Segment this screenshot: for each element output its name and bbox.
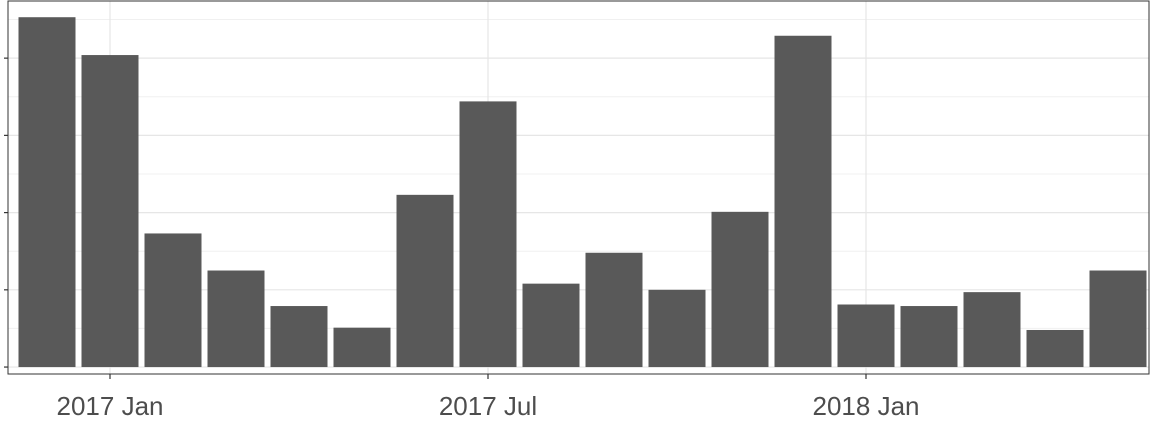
- x-tick-label: 2017 Jan: [57, 391, 164, 421]
- x-tick-label: 2017 Jul: [439, 391, 537, 421]
- bar: [711, 211, 769, 368]
- bar: [333, 327, 391, 368]
- x-tick-label: 2018 Jan: [813, 391, 920, 421]
- bar: [522, 283, 580, 368]
- bar: [144, 233, 202, 368]
- bar: [774, 35, 832, 368]
- bar: [270, 306, 328, 368]
- bar: [207, 270, 265, 368]
- bar: [837, 304, 895, 368]
- bars: [18, 17, 1147, 368]
- bar: [1026, 329, 1084, 368]
- bar: [459, 101, 517, 368]
- bar: [648, 289, 706, 368]
- bar: [1089, 270, 1147, 368]
- bar: [900, 306, 958, 368]
- bar: [963, 292, 1021, 368]
- panel-border: [7, 0, 1150, 375]
- bar: [81, 55, 139, 368]
- bar: [396, 194, 454, 368]
- bar: [585, 252, 643, 368]
- bar: [18, 17, 76, 368]
